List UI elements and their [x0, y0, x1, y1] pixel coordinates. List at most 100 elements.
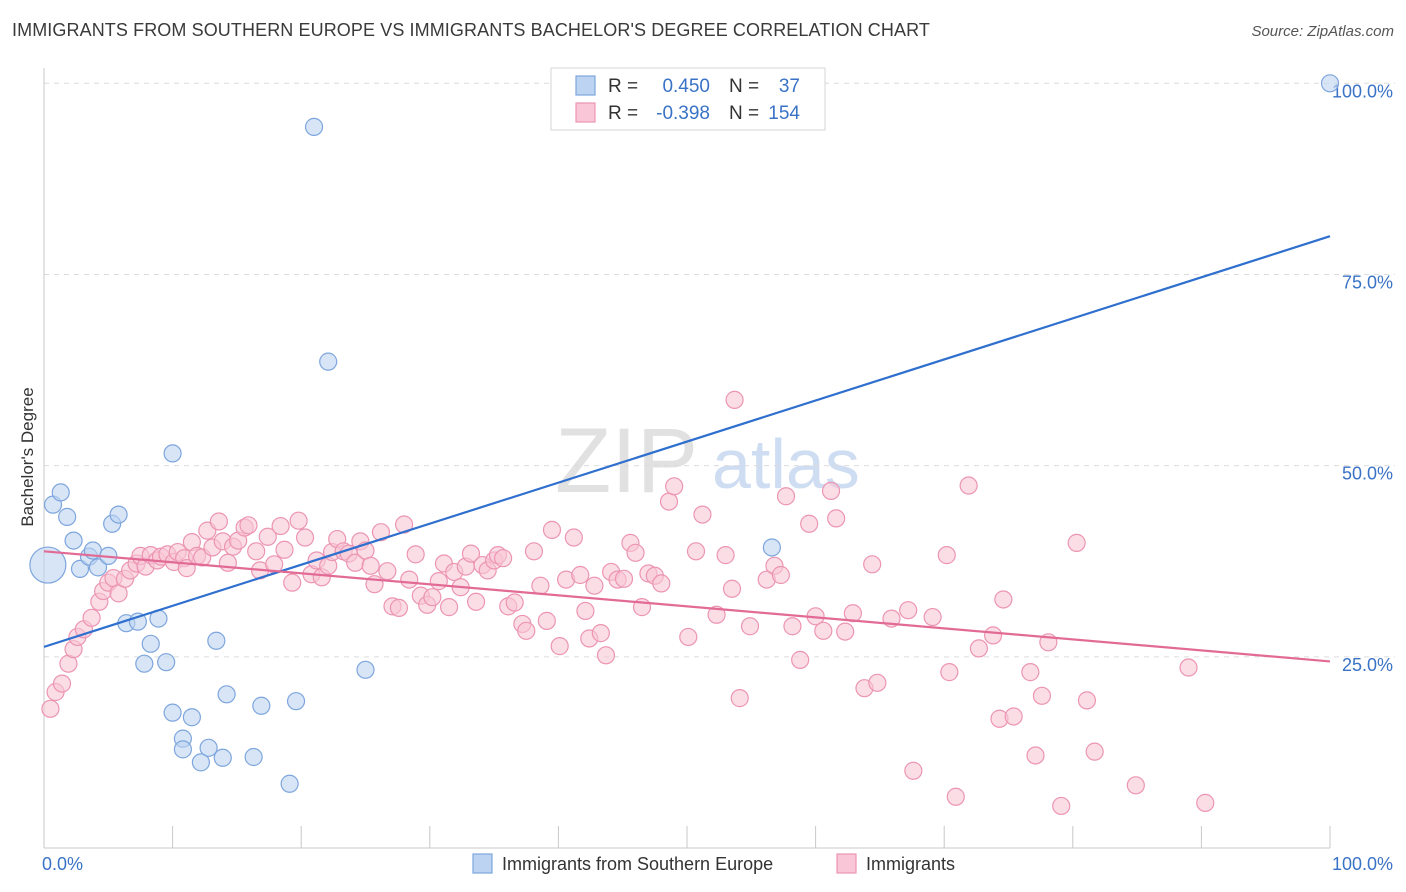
stats-r-label-blue: R =	[608, 76, 638, 97]
southern-europe-point	[58, 507, 77, 526]
immigrants-point	[550, 637, 569, 656]
immigrants-point	[466, 592, 486, 611]
immigrants-point	[1021, 663, 1040, 682]
x-tick-label-min: 0.0%	[42, 854, 83, 874]
immigrants-point	[722, 579, 742, 598]
immigrants-point	[531, 576, 550, 595]
immigrants-point	[730, 689, 749, 708]
x-tick-label-max: 100.0%	[1332, 854, 1393, 874]
immigrants-point	[439, 598, 459, 617]
stats-legend-swatch-pink	[575, 102, 596, 123]
immigrants-point	[983, 626, 1003, 645]
immigrants-point	[614, 569, 634, 588]
immigrants-point	[585, 576, 604, 595]
grid	[44, 82, 1395, 658]
y-tick-label: 50.0%	[1342, 464, 1393, 484]
southern-europe-point	[319, 352, 338, 371]
southern-europe-point	[304, 117, 324, 136]
legend-label-immigrants: Immigrants	[866, 854, 955, 874]
immigrants-point	[371, 523, 391, 542]
southern-europe-point	[213, 748, 232, 767]
immigrants-point	[1179, 658, 1198, 677]
immigrants-point	[923, 607, 942, 627]
immigrants-point	[836, 622, 855, 641]
immigrants-point	[652, 574, 671, 593]
immigrants-point	[258, 527, 277, 546]
immigrants-point	[626, 543, 645, 562]
stats-legend-swatch-blue	[575, 75, 596, 96]
y-tick-label: 75.0%	[1342, 272, 1393, 292]
immigrants-point	[1067, 533, 1086, 552]
southern-europe-point	[70, 559, 90, 578]
watermark: ZIP atlas	[555, 410, 860, 512]
southern-europe-point	[157, 653, 176, 672]
axes	[43, 68, 1331, 849]
immigrants-point	[389, 598, 409, 617]
immigrants-trend-line	[43, 550, 1331, 663]
immigrants-point	[959, 476, 978, 495]
y-axis-label: Bachelor's Degree	[18, 387, 37, 526]
immigrants-point	[725, 390, 744, 409]
immigrants-point	[800, 514, 819, 533]
immigrants-point	[361, 556, 380, 575]
immigrants-point	[289, 511, 308, 530]
immigrants-point	[899, 601, 918, 620]
immigrants-point	[1052, 796, 1071, 816]
immigrants-point	[406, 545, 425, 564]
southern-europe-point	[191, 753, 210, 772]
stats-n-value-pink: 154	[768, 103, 800, 124]
immigrants-point	[52, 674, 72, 693]
stats-r-value-blue: 0.450	[662, 76, 710, 97]
immigrants-point	[275, 540, 294, 559]
southern-europe-trend-line	[43, 235, 1331, 648]
southern-europe-point	[182, 708, 201, 727]
immigrants-point	[295, 528, 315, 547]
stats-n-label-blue: N =	[729, 76, 759, 97]
immigrants-point	[596, 646, 616, 665]
immigrants-point	[740, 617, 760, 636]
immigrants-point	[1004, 707, 1023, 726]
immigrants-point	[239, 516, 258, 535]
southern-europe-point	[217, 685, 236, 704]
stats-r-label-pink: R =	[608, 103, 638, 124]
immigrants-point	[937, 546, 956, 565]
immigrants-point	[209, 512, 228, 531]
y-tick-label: 25.0%	[1342, 655, 1393, 675]
immigrants-point	[247, 542, 266, 561]
southern-europe-point	[173, 740, 192, 759]
legend-label-southern-europe: Immigrants from Southern Europe	[502, 854, 773, 874]
immigrants-point	[591, 624, 610, 643]
immigrants-point	[1032, 686, 1052, 705]
immigrants-point	[814, 621, 833, 640]
immigrants-point	[659, 492, 679, 511]
series-immigrants-points	[41, 390, 1215, 816]
immigrants-point	[1026, 746, 1045, 765]
southern-europe-point	[244, 747, 263, 767]
legend-swatch-southern-europe	[472, 853, 493, 874]
trend-lines	[43, 235, 1331, 663]
immigrants-point	[378, 562, 397, 581]
southern-europe-point	[64, 531, 83, 550]
immigrants-point	[946, 787, 965, 806]
chart-source: Source: ZipAtlas.com	[1251, 23, 1394, 40]
southern-europe-point	[199, 738, 218, 757]
immigrants-point	[827, 509, 846, 528]
immigrants-point	[461, 544, 481, 563]
y-tick-label: 100.0%	[1332, 81, 1393, 101]
immigrants-point	[283, 573, 302, 592]
stats-n-value-blue: 37	[779, 76, 800, 97]
immigrants-point	[271, 516, 290, 536]
immigrants-point	[429, 572, 448, 591]
immigrants-point	[1196, 793, 1215, 812]
immigrants-point	[686, 542, 706, 561]
immigrants-point	[904, 761, 923, 780]
immigrants-point	[494, 549, 513, 568]
immigrants-point	[423, 588, 442, 607]
immigrants-point	[716, 546, 735, 565]
immigrants-point	[400, 570, 419, 589]
southern-europe-point	[88, 558, 108, 577]
y-tick-labels: 25.0% 50.0% 75.0% 100.0%	[1332, 81, 1393, 675]
immigrants-point	[863, 555, 882, 574]
immigrants-point	[1077, 691, 1097, 710]
